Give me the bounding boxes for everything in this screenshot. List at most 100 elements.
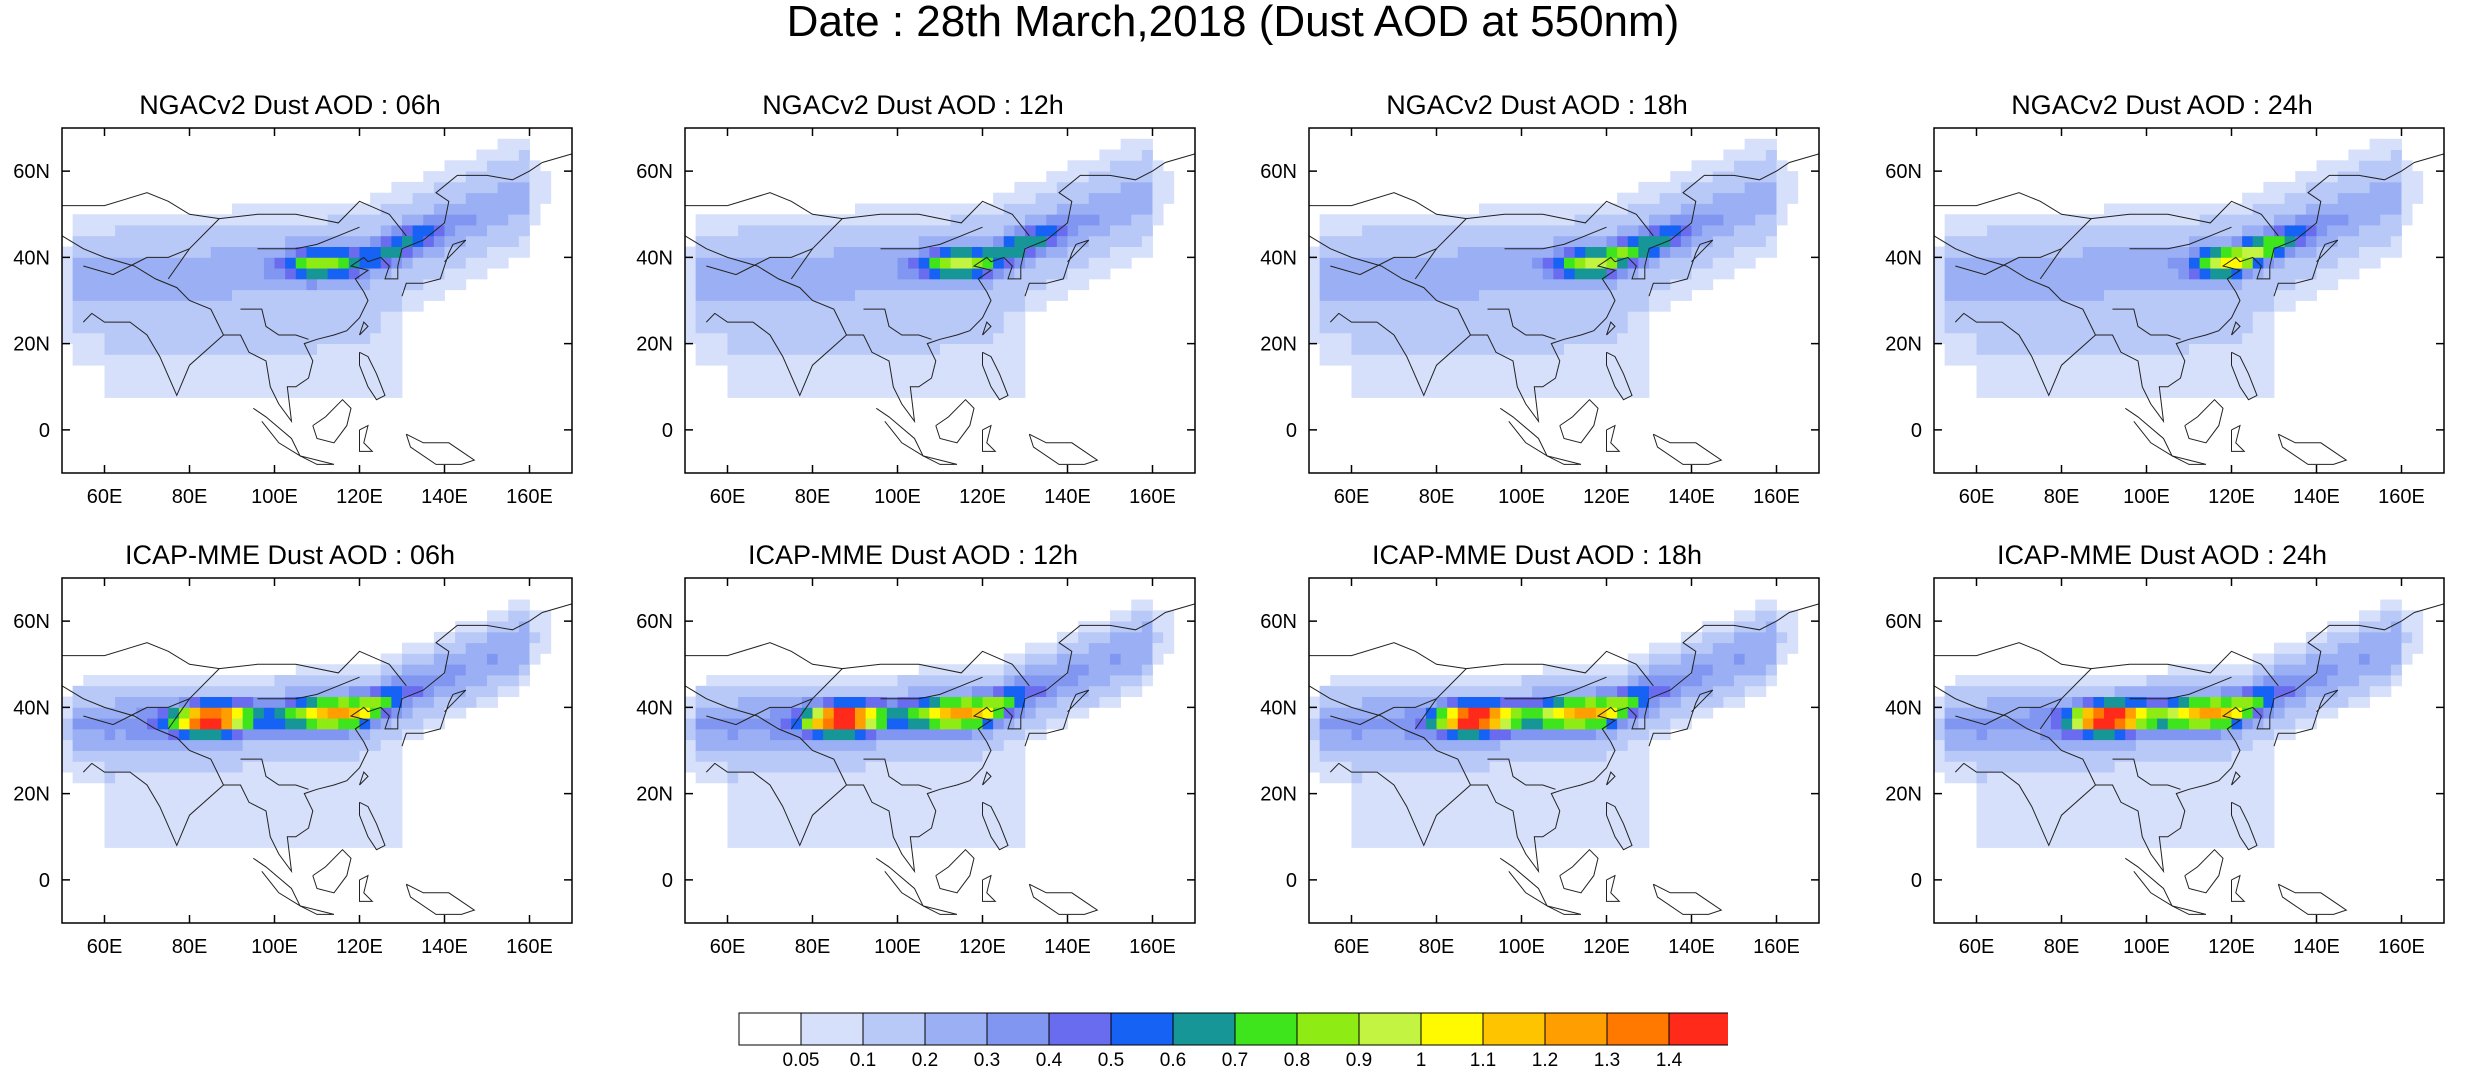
coastline (2185, 400, 2223, 443)
aod-cell (73, 751, 84, 762)
aod-cell (2189, 203, 2200, 214)
aod-cell (908, 354, 919, 365)
aod-cell (1330, 675, 1341, 686)
aod-cell (1628, 225, 1639, 236)
aod-cell (1777, 214, 1788, 225)
aod-cell (802, 387, 813, 398)
aod-cell (2136, 203, 2147, 214)
aod-cell (2178, 203, 2189, 214)
aod-cell (898, 751, 909, 762)
aod-cell (685, 729, 696, 740)
aod-cell (749, 214, 760, 225)
aod-cell (1320, 718, 1331, 729)
aod-cell (328, 376, 339, 387)
aod-cell (1596, 761, 1607, 772)
aod-cell (243, 344, 254, 355)
aod-cell (317, 311, 328, 322)
aod-cell (770, 794, 781, 805)
aod-cell (887, 740, 898, 751)
aod-cell (2200, 290, 2211, 301)
aod-cell (855, 675, 866, 686)
aod-cell (1553, 322, 1564, 333)
aod-cell (508, 664, 519, 675)
aod-cell (2019, 279, 2030, 290)
aod-cell (919, 387, 930, 398)
aod-cell (1004, 697, 1015, 708)
aod-cell (2125, 387, 2136, 398)
aod-cell (1036, 214, 1047, 225)
aod-cell (1734, 675, 1745, 686)
aod-cell (126, 697, 137, 708)
aod-cell (2125, 268, 2136, 279)
aod-cell (2200, 257, 2211, 268)
aod-cell (1320, 214, 1331, 225)
aod-cell (1394, 707, 1405, 718)
aod-cell (2189, 279, 2200, 290)
aod-cell (370, 322, 381, 333)
aod-cell (1766, 664, 1777, 675)
aod-cell (190, 729, 201, 740)
aod-cell (296, 718, 307, 729)
aod-cell (1426, 365, 1437, 376)
aod-cell (1553, 376, 1564, 387)
aod-cell (1564, 794, 1575, 805)
aod-cell (876, 815, 887, 826)
aod-cell (338, 257, 349, 268)
aod-cell (802, 236, 813, 247)
aod-cell (2242, 214, 2253, 225)
aod-cell (706, 333, 717, 344)
aod-cell (1004, 247, 1015, 258)
aod-cell (2136, 344, 2147, 355)
aod-cell (1522, 686, 1533, 697)
aod-cell (1649, 193, 1660, 204)
aod-cell (381, 740, 392, 751)
aod-cell (1522, 236, 1533, 247)
aod-cell (73, 772, 84, 783)
aod-cell (1405, 236, 1416, 247)
aod-cell (802, 311, 813, 322)
aod-cell (211, 376, 222, 387)
aod-cell (338, 707, 349, 718)
aod-cell (1638, 311, 1649, 322)
aod-cell (275, 203, 286, 214)
aod-cell (1004, 290, 1015, 301)
aod-cell (349, 214, 360, 225)
aod-cell (285, 236, 296, 247)
aod-cell (73, 225, 84, 236)
aod-cell (83, 268, 94, 279)
aod-cell (179, 794, 190, 805)
aod-cell (2380, 236, 2391, 247)
aod-cell (1553, 740, 1564, 751)
aod-cell (306, 697, 317, 708)
aod-cell (338, 290, 349, 301)
aod-cell (1500, 354, 1511, 365)
aod-cell (961, 257, 972, 268)
aod-cell (770, 247, 781, 258)
aod-cell (285, 707, 296, 718)
aod-cell (2083, 268, 2094, 279)
aod-cell (243, 203, 254, 214)
aod-cell (1142, 225, 1153, 236)
aod-cell (1320, 772, 1331, 783)
aod-cell (728, 826, 739, 837)
aod-cell (983, 354, 994, 365)
aod-cell (1479, 815, 1490, 826)
aod-cell (1734, 150, 1745, 161)
aod-cell (158, 344, 169, 355)
aod-cell (1437, 837, 1448, 848)
aod-cell (1099, 643, 1110, 654)
x-tick-label: 100E (251, 936, 298, 958)
aod-cell (738, 794, 749, 805)
aod-cell (1702, 257, 1713, 268)
aod-cell (2093, 344, 2104, 355)
aod-cell (2338, 268, 2349, 279)
aod-cell (1596, 686, 1607, 697)
aod-cell (929, 322, 940, 333)
aod-cell (1564, 675, 1575, 686)
aod-cell (940, 794, 951, 805)
aod-cell (2051, 322, 2062, 333)
aod-cell (738, 365, 749, 376)
aod-cell (158, 751, 169, 762)
